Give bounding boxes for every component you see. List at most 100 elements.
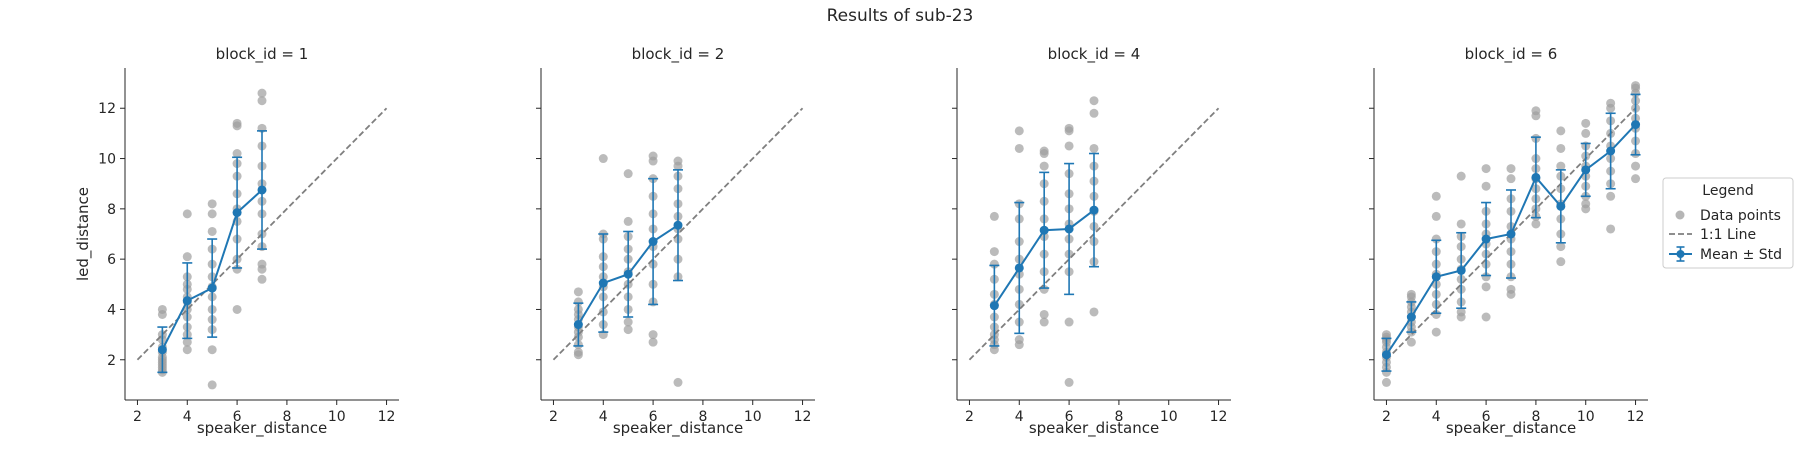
data-point (1089, 96, 1099, 106)
legend-marker-mean-point (1676, 250, 1685, 258)
data-point (1481, 181, 1491, 191)
legend-label-data-points: Data points (1700, 208, 1781, 224)
data-point (648, 330, 658, 340)
x-tick-label: 6 (1065, 409, 1074, 425)
data-point (232, 264, 242, 274)
data-point (1039, 161, 1049, 171)
legend-frame (1662, 177, 1794, 269)
data-point (1381, 330, 1391, 340)
data-point (1556, 126, 1566, 136)
mean-point (673, 220, 683, 230)
data-point (623, 325, 633, 335)
data-point (1456, 219, 1466, 229)
data-point (1039, 309, 1049, 319)
data-point (573, 287, 583, 297)
data-point (1381, 377, 1391, 387)
panel-title: block_id = 2 (632, 45, 725, 64)
x-tick-label: 8 (1531, 409, 1540, 425)
data-point (1406, 289, 1416, 299)
data-point (1556, 242, 1566, 252)
data-point (257, 88, 267, 98)
y-tick-label: 4 (107, 302, 116, 318)
data-point (207, 345, 217, 355)
mean-point (1456, 265, 1466, 275)
y-axis-label: led_distance (74, 187, 93, 281)
data-point (1064, 123, 1074, 133)
data-point (1406, 337, 1416, 347)
data-point (257, 259, 267, 269)
data-point (1456, 307, 1466, 317)
data-point (1456, 171, 1466, 181)
data-point (232, 304, 242, 314)
x-tick-label: 12 (1210, 409, 1228, 425)
mean-point (1064, 224, 1074, 234)
data-point (1431, 234, 1441, 244)
data-point (207, 380, 217, 390)
mean-point (1089, 205, 1099, 215)
mean-point (648, 237, 658, 247)
data-point (1531, 106, 1541, 116)
x-tick-label: 10 (1577, 409, 1595, 425)
data-point (1039, 146, 1049, 156)
data-point (1606, 224, 1616, 234)
legend-title: Legend (1702, 183, 1753, 199)
data-point (1556, 161, 1566, 171)
data-point (1481, 312, 1491, 322)
data-point (1581, 199, 1591, 209)
mean-point (573, 320, 583, 330)
data-point (1631, 161, 1641, 171)
data-point (182, 209, 192, 219)
mean-point (207, 283, 217, 293)
data-point (1431, 211, 1441, 221)
mean-point (232, 208, 242, 218)
mean-point (1406, 312, 1416, 322)
data-point (1089, 307, 1099, 317)
legend-label-mean: Mean ± Std (1700, 247, 1782, 263)
mean-point (1606, 146, 1616, 156)
data-point (1089, 108, 1099, 118)
data-point (1481, 164, 1491, 174)
x-tick-label: 8 (698, 409, 707, 425)
data-point (648, 337, 658, 347)
x-axis-label: speaker_distance (1446, 419, 1576, 438)
data-point (1431, 327, 1441, 337)
data-point (1014, 335, 1024, 345)
data-point (1581, 118, 1591, 128)
panel-4: block_id = 6 2 4 6 8 10 12 speaker_distance (1369, 45, 1648, 438)
figure-title: Results of sub-23 (827, 6, 974, 26)
data-point (1089, 143, 1099, 153)
x-axis-label: speaker_distance (613, 419, 743, 438)
x-tick-label: 4 (183, 409, 192, 425)
mean-point (623, 269, 633, 279)
data-point (232, 118, 242, 128)
x-tick-label: 2 (965, 409, 974, 425)
legend-label-identity-line: 1:1 Line (1700, 227, 1756, 243)
x-tick-label: 8 (282, 409, 291, 425)
data-point (673, 156, 683, 166)
x-axis-label: speaker_distance (1029, 419, 1159, 438)
x-tick-label: 12 (1627, 409, 1645, 425)
data-point (207, 226, 217, 236)
data-point (1064, 141, 1074, 151)
mean-point (1481, 234, 1491, 244)
data-point (673, 377, 683, 387)
data-point (1506, 284, 1516, 294)
data-point (1064, 377, 1074, 387)
data-point (598, 154, 608, 164)
x-tick-label: 2 (133, 409, 142, 425)
mean-point (1581, 165, 1591, 175)
x-tick-label: 6 (233, 409, 242, 425)
y-tick-label: 6 (107, 252, 116, 268)
data-point (1039, 317, 1049, 327)
y-tick-label: 12 (98, 101, 116, 117)
data-point (182, 252, 192, 262)
mean-point (182, 296, 192, 306)
x-tick-label: 10 (1160, 409, 1178, 425)
data-point (623, 169, 633, 179)
data-point (1481, 272, 1491, 282)
mean-point (1431, 272, 1441, 282)
mean-point (1506, 229, 1516, 239)
data-point (1064, 317, 1074, 327)
data-point (573, 297, 583, 307)
mean-point (1556, 201, 1566, 211)
